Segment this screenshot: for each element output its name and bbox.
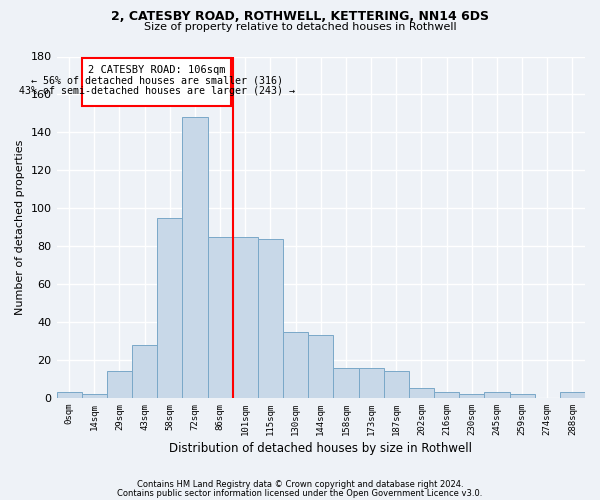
Bar	[132, 345, 157, 398]
Bar	[283, 332, 308, 398]
Bar	[509, 394, 535, 398]
Text: Size of property relative to detached houses in Rothwell: Size of property relative to detached ho…	[143, 22, 457, 32]
Bar	[82, 394, 107, 398]
Bar	[383, 372, 409, 398]
Bar	[308, 336, 334, 398]
X-axis label: Distribution of detached houses by size in Rothwell: Distribution of detached houses by size …	[169, 442, 472, 455]
Text: 43% of semi-detached houses are larger (243) →: 43% of semi-detached houses are larger (…	[19, 86, 295, 96]
FancyBboxPatch shape	[82, 58, 232, 106]
Bar	[56, 392, 82, 398]
Bar	[459, 394, 484, 398]
Bar	[208, 236, 233, 398]
Bar	[182, 117, 208, 398]
Text: 2, CATESBY ROAD, ROTHWELL, KETTERING, NN14 6DS: 2, CATESBY ROAD, ROTHWELL, KETTERING, NN…	[111, 10, 489, 23]
Bar	[157, 218, 182, 398]
Bar	[334, 368, 359, 398]
Bar	[560, 392, 585, 398]
Text: Contains public sector information licensed under the Open Government Licence v3: Contains public sector information licen…	[118, 488, 482, 498]
Bar	[233, 236, 258, 398]
Text: Contains HM Land Registry data © Crown copyright and database right 2024.: Contains HM Land Registry data © Crown c…	[137, 480, 463, 489]
Bar	[409, 388, 434, 398]
Text: 2 CATESBY ROAD: 106sqm: 2 CATESBY ROAD: 106sqm	[88, 65, 226, 75]
Bar	[258, 238, 283, 398]
Bar	[484, 392, 509, 398]
Bar	[107, 372, 132, 398]
Bar	[434, 392, 459, 398]
Y-axis label: Number of detached properties: Number of detached properties	[15, 140, 25, 315]
Bar	[359, 368, 383, 398]
Text: ← 56% of detached houses are smaller (316): ← 56% of detached houses are smaller (31…	[31, 76, 283, 86]
